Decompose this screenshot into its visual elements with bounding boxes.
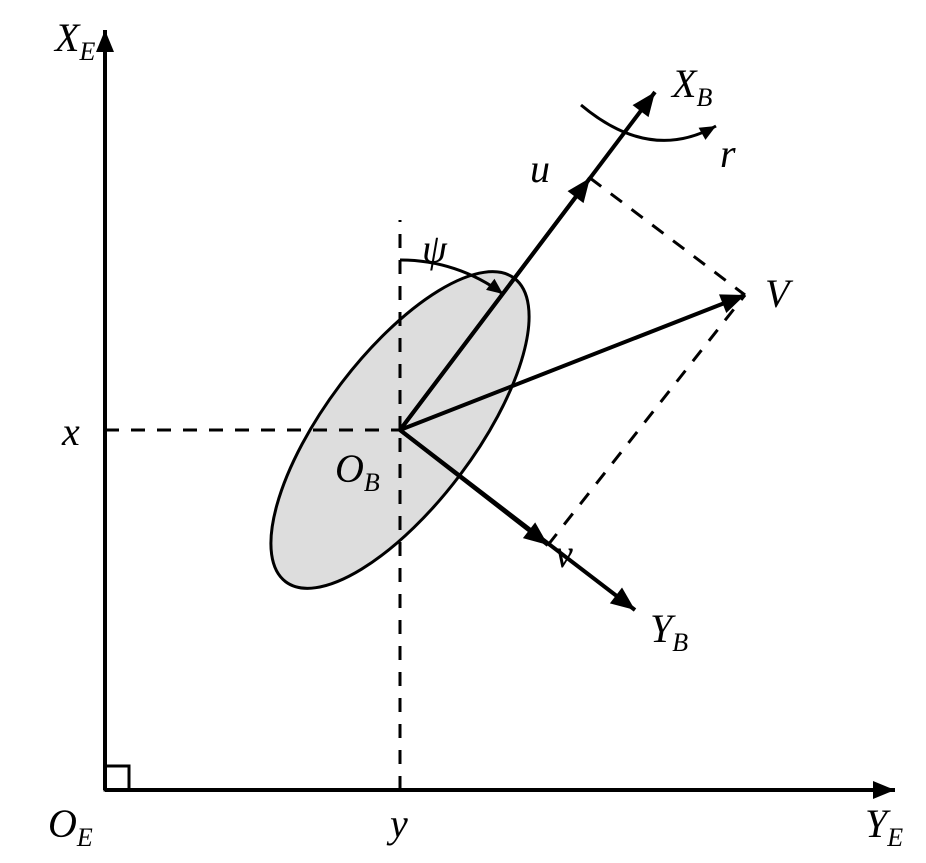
label-v: v xyxy=(555,530,573,577)
label-XB: XB xyxy=(672,60,712,113)
label-r: r xyxy=(720,130,736,177)
label-OE: OE xyxy=(48,800,93,853)
label-V: V xyxy=(765,270,789,317)
label-y: y xyxy=(390,800,408,847)
label-YE: YE xyxy=(865,800,903,853)
label-x: x xyxy=(62,408,80,455)
label-OB: OB xyxy=(335,445,380,498)
label-u: u xyxy=(530,145,550,192)
label-XE: XE xyxy=(55,14,95,67)
label-YB: YB xyxy=(650,605,688,658)
diagram-canvas xyxy=(0,0,926,863)
label-psi: ψ xyxy=(422,225,447,272)
